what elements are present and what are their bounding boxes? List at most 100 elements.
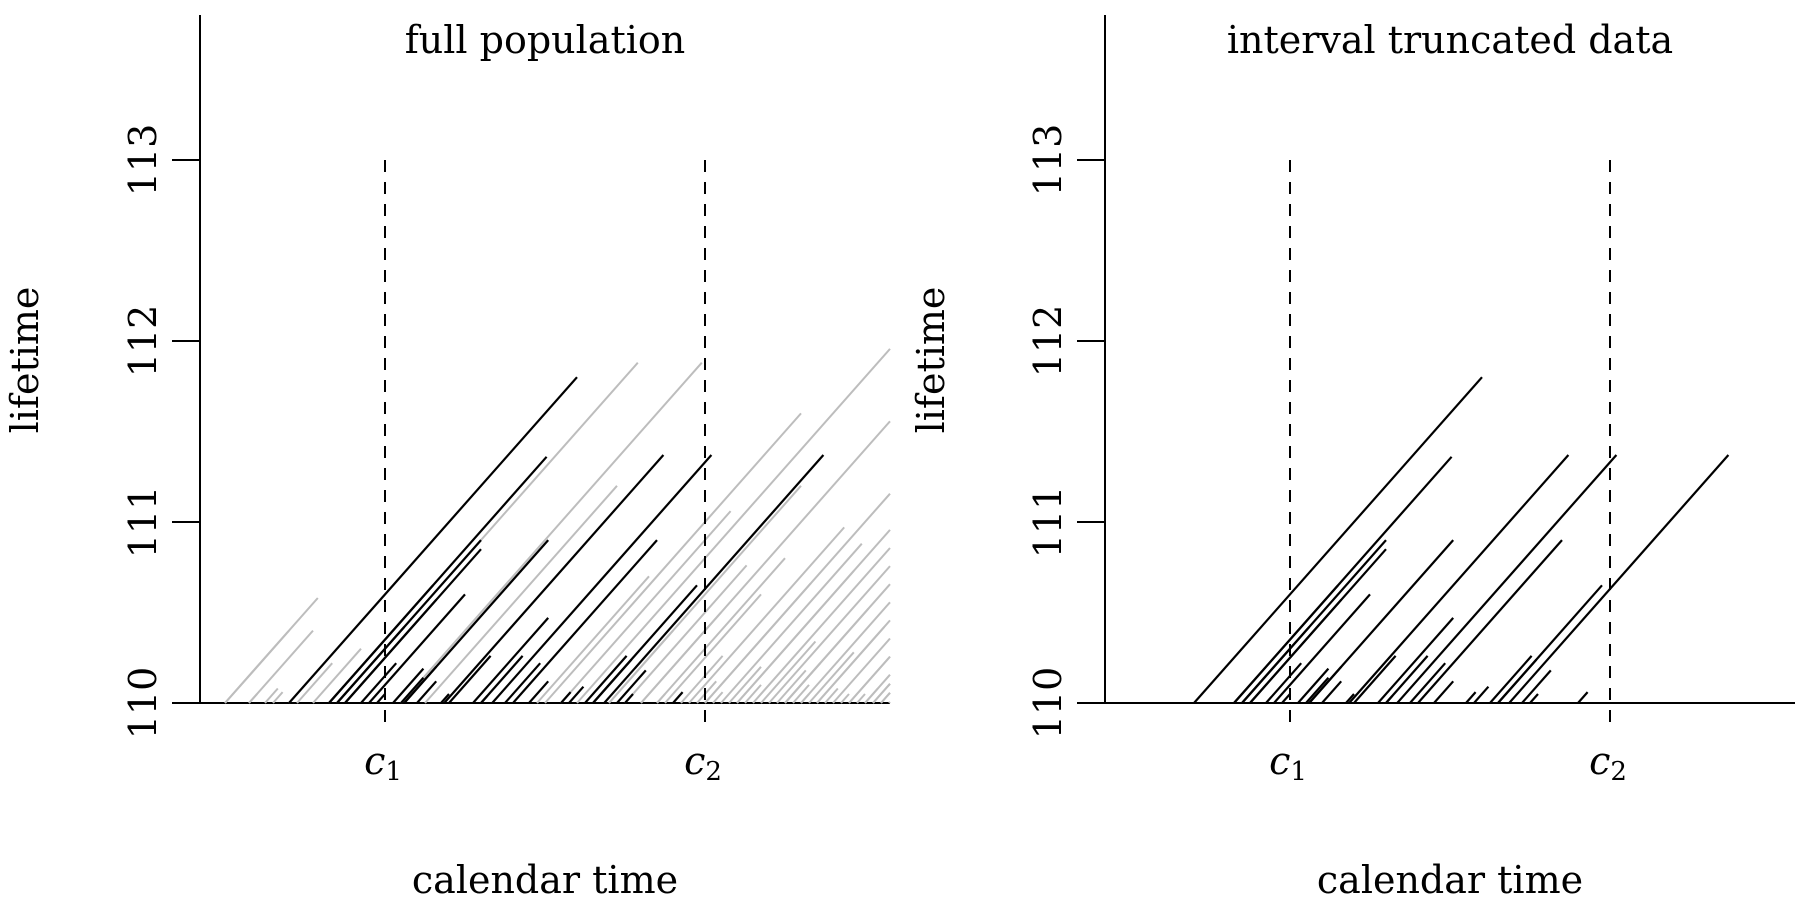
observed-lifeline: [1385, 695, 1394, 704]
observed-lifelines: [288, 376, 825, 704]
observed-lifelines: [1193, 376, 1730, 704]
reference-label-subscript: 2: [705, 757, 722, 787]
observed-lifeline: [376, 693, 386, 704]
unobserved-lifeline: [736, 570, 855, 704]
reference-label-subscript: 1: [1290, 757, 1307, 787]
observed-lifeline: [568, 685, 585, 704]
observed-lifeline: [400, 676, 425, 704]
y-tick-label: 112: [1026, 305, 1070, 378]
observed-lifeline: [1465, 691, 1477, 704]
observed-lifeline: [336, 626, 406, 704]
unobserved-lifeline: [856, 693, 866, 704]
unobserved-lifeline: [688, 526, 845, 704]
observed-lifeline: [1273, 593, 1371, 704]
observed-lifeline: [1281, 693, 1291, 704]
unobserved-lifeline: [608, 629, 674, 704]
unobserved-lifeline: [696, 680, 717, 704]
unobserved-lifeline: [752, 547, 891, 704]
unobserved-lifeline: [864, 687, 879, 704]
observed-lifeline: [512, 539, 658, 704]
unobserved-lifeline: [296, 662, 333, 704]
observed-lifeline: [1321, 680, 1343, 704]
observed-lifeline: [603, 454, 825, 704]
observed-lifeline: [491, 454, 713, 704]
observed-lifeline: [1345, 693, 1355, 704]
reference-label-c2: c2: [684, 739, 722, 787]
unobserved-lifeline: [400, 362, 703, 704]
unobserved-lifeline: [656, 557, 786, 704]
observed-lifeline: [1497, 658, 1538, 704]
y-tick-label: 113: [121, 124, 165, 197]
observed-lifeline: [672, 691, 684, 704]
observed-lifeline: [440, 693, 450, 704]
unobserved-lifeline: [704, 582, 812, 704]
observed-lifeline: [1353, 655, 1397, 704]
unobserved-lifeline: [664, 593, 762, 704]
observed-lifeline: [1233, 584, 1339, 704]
y-tick-label: 111: [121, 486, 165, 559]
unobserved-lifelines: [224, 348, 891, 704]
observed-lifeline: [416, 680, 438, 704]
unobserved-lifeline: [728, 666, 762, 704]
y-tick-label: 112: [121, 305, 165, 378]
observed-lifeline: [480, 695, 489, 704]
observed-lifeline: [1529, 693, 1539, 704]
observed-lifeline: [1377, 617, 1455, 704]
reference-lines: c1 c2: [1269, 160, 1627, 787]
observed-lifeline: [344, 599, 438, 704]
reference-lines: c1 c2: [364, 160, 722, 787]
unobserved-lifeline: [800, 693, 810, 704]
observed-lifeline: [1489, 655, 1533, 704]
unobserved-lifeline: [824, 687, 839, 704]
observed-lifeline: [328, 584, 434, 704]
observed-lifeline: [1265, 662, 1303, 704]
reference-label-symbol: c: [364, 739, 385, 783]
observed-lifeline: [403, 666, 438, 704]
unobserved-lifeline: [832, 637, 891, 704]
x-axis-title: calendar time: [1317, 858, 1583, 900]
unobserved-lifeline: [888, 701, 891, 704]
observed-lifeline: [1385, 655, 1429, 704]
y-tick-label: 110: [1026, 667, 1070, 740]
observed-lifeline: [1417, 539, 1563, 704]
unobserved-lifeline: [872, 683, 891, 704]
unobserved-lifeline: [656, 693, 666, 704]
observed-lifeline: [584, 655, 628, 704]
observed-lifeline: [443, 454, 665, 704]
panel-title: full population: [405, 18, 686, 62]
observed-lifeline: [480, 655, 524, 704]
observed-lifeline: [1396, 454, 1618, 704]
reference-label-symbol: c: [1269, 739, 1290, 783]
observed-lifeline: [360, 662, 398, 704]
unobserved-lifeline: [536, 575, 650, 704]
y-ticks: 110 111 112 113: [1026, 124, 1105, 740]
observed-lifeline: [448, 655, 492, 704]
unobserved-lifeline: [624, 564, 748, 704]
y-tick-label: 113: [1026, 124, 1070, 197]
reference-label-symbol: c: [684, 739, 705, 783]
observed-lifeline: [1241, 626, 1311, 704]
y-tick-label: 110: [121, 667, 165, 740]
reference-label-c2: c2: [1589, 739, 1627, 787]
observed-lifeline: [1433, 680, 1455, 704]
observed-lifeline: [1348, 454, 1570, 704]
observed-lifeline: [1473, 685, 1490, 704]
unobserved-lifeline: [272, 691, 284, 704]
observed-lifeline: [560, 691, 572, 704]
observed-lifeline: [504, 662, 542, 704]
reference-label-subscript: 1: [385, 757, 402, 787]
observed-lifeline: [1508, 454, 1730, 704]
observed-lifeline: [392, 667, 425, 704]
y-axis-title: lifetime: [909, 287, 953, 434]
unobserved-lifeline: [880, 692, 891, 704]
unobserved-lifeline: [848, 655, 891, 704]
unobserved-lifeline: [816, 626, 885, 704]
observed-lifeline: [472, 617, 550, 704]
unobserved-lifeline: [808, 651, 855, 704]
unobserved-lifeline: [744, 684, 762, 704]
unobserved-lifeline: [248, 629, 314, 704]
observed-lifeline: [1305, 676, 1330, 704]
observed-lifeline: [616, 669, 647, 704]
unobserved-lifeline: [560, 510, 732, 704]
